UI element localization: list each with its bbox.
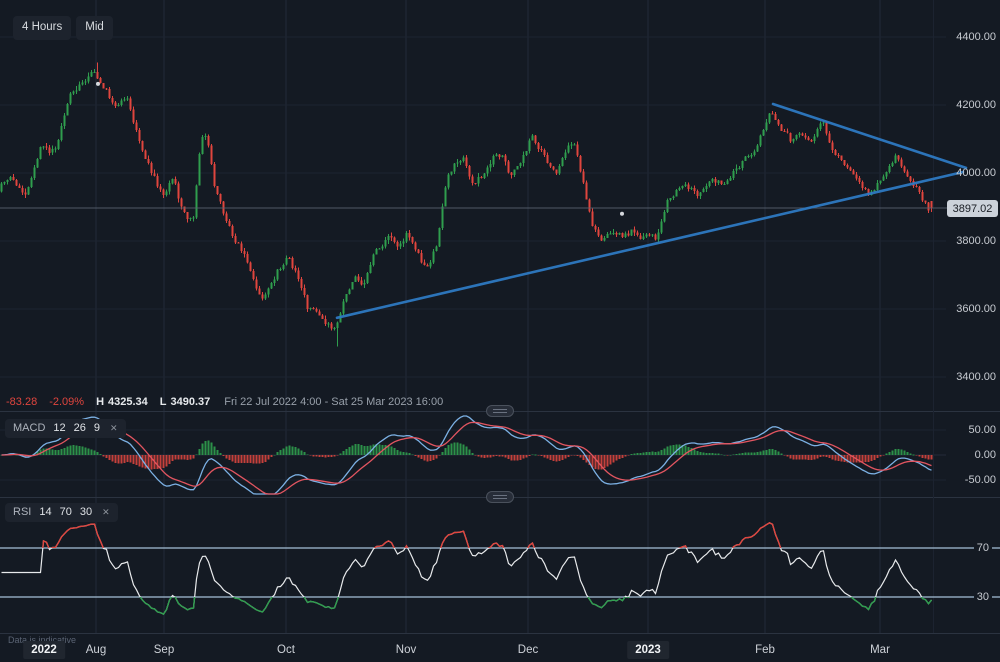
chart-toolbar: 4 Hours Mid [13,16,113,40]
high-label: H [96,396,105,408]
price-axis-tick: 4200.00 [956,99,996,111]
macd-param-slow: 26 [73,422,86,434]
chart-marker-dot [620,211,624,216]
rsi-axis-tick: 70 [973,542,992,554]
low-label: L [159,396,167,408]
price-axis-tick: 3600.00 [956,303,996,315]
time-axis-month-label: Mar [870,644,890,656]
rsi-overbought-segments [42,522,782,548]
macd-name: MACD [13,422,46,434]
trendline-ascending-support[interactable] [335,170,965,320]
chart-marker-dot [96,81,100,86]
time-axis-month-label: Aug [85,644,107,656]
macd-close-icon[interactable]: ✕ [110,423,118,434]
rsi-param-lower: 30 [79,506,93,518]
price-axis-tick: 4000.00 [956,167,996,179]
macd-axis-tick: -50.00 [964,474,996,486]
macd-panel-resize-handle[interactable] [486,405,514,417]
trendline-descending-resistance[interactable] [771,102,968,170]
price-axis-tick: 3800.00 [956,235,996,247]
rsi-oversold-segments [139,597,933,615]
rsi-legend[interactable]: RSI 14 70 30 ✕ [5,503,118,523]
time-axis-month-label: Dec [517,644,539,656]
timeframe-button[interactable]: 4 Hours [13,16,72,40]
date-range: Fri 22 Jul 2022 4:00 - Sat 25 Mar 2023 1… [224,396,444,408]
stats-bar: -83.28 -2.09% H 4325.34 L 3490.37 Fri 22… [6,396,443,408]
rsi-axis-tick: 30 [973,591,992,603]
rsi-line [1,522,932,615]
time-axis-month-label: Sep [153,644,175,656]
macd-param-signal: 9 [93,422,101,434]
time-axis-month-label: Feb [755,644,775,656]
macd-param-fast: 12 [53,422,66,434]
price-axis-tick: 3400.00 [956,371,996,383]
price-axis-tick: 4400.00 [956,31,996,43]
rsi-param-period: 14 [39,506,52,518]
macd-axis-tick: 50.00 [968,424,996,436]
time-axis-month-label: Nov [395,644,417,656]
macd-signal-line [1,420,932,495]
time-axis-year-label: 2023 [627,641,669,659]
rsi-param-upper: 70 [59,506,72,518]
time-axis-year-label: 2022 [23,641,65,659]
rsi-close-icon[interactable]: ✕ [102,507,110,518]
price-type-button[interactable]: Mid [76,16,113,40]
high-value: 4325.34 [108,396,148,408]
time-axis-month-label: Oct [277,644,295,656]
macd-legend[interactable]: MACD 12 26 9 ✕ [5,419,126,439]
footnote: Data is indicative [8,635,77,645]
macd-axis-tick: 0.00 [974,449,996,461]
rsi-panel-resize-handle[interactable] [486,491,514,503]
price-change: -83.28 [6,396,38,408]
macd-line [1,415,932,495]
current-price-tag: 3897.02 [947,200,998,217]
price-change-percent: -2.09% [49,396,85,408]
rsi-name: RSI [13,506,32,518]
low-value: 3490.37 [170,396,211,408]
